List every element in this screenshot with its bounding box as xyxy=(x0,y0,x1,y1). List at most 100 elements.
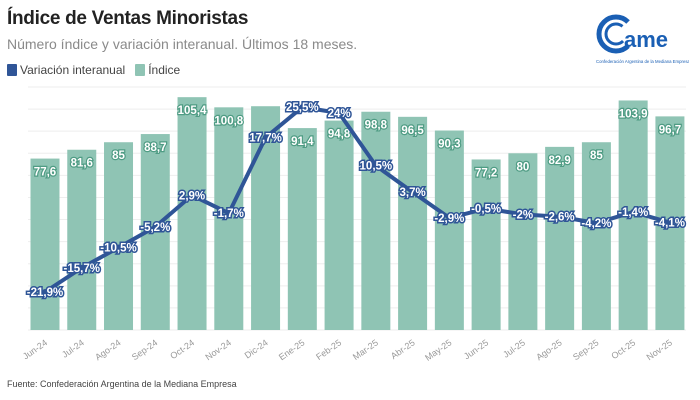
x-tick-label: Jun-24 xyxy=(21,337,49,361)
line-point xyxy=(519,211,526,218)
x-tick-label: Jul-25 xyxy=(501,337,527,359)
bar-oct-24 xyxy=(177,97,207,330)
bar-data-label: 81,6 xyxy=(71,158,93,170)
bar-data-label: 82,9 xyxy=(548,155,570,167)
bar-data-label: 91,4 xyxy=(291,136,314,148)
came-logo: ame Confederación Argentina de la Median… xyxy=(594,12,690,67)
line-data-label: -1,7% xyxy=(214,208,244,220)
bar-jul-25 xyxy=(508,153,538,330)
legend-label: Variación interanual xyxy=(20,63,126,77)
line-data-label: -0,5% xyxy=(471,204,501,216)
line-data-label: -4,2% xyxy=(581,218,611,230)
line-data-label: -21,9% xyxy=(27,287,63,299)
line-data-label: 3,7% xyxy=(399,187,425,199)
x-tick-label: Ago-24 xyxy=(93,337,123,362)
line-point xyxy=(593,219,600,226)
bar-data-label: 77,2 xyxy=(475,167,497,179)
line-data-label: 17,7% xyxy=(249,133,282,145)
legend-item-indice[interactable]: Índice xyxy=(135,63,180,77)
line-point xyxy=(409,189,416,196)
legend-item-variacion[interactable]: Variación interanual xyxy=(7,63,125,77)
line-data-label: 25,5% xyxy=(286,102,319,114)
bar-feb-25 xyxy=(324,120,354,330)
line-point xyxy=(336,110,343,116)
line-point xyxy=(299,104,306,111)
x-tick-label: Nov-24 xyxy=(203,337,233,362)
line-point xyxy=(372,162,379,169)
chart-title: Índice de Ventas Minoristas xyxy=(7,8,249,29)
line-point xyxy=(152,223,159,230)
bar-mar-25 xyxy=(361,111,391,330)
x-tick-label: Oct-25 xyxy=(609,337,637,361)
line-point xyxy=(225,210,232,217)
bar-dic-24 xyxy=(251,106,281,331)
bar-sep-25 xyxy=(581,142,611,330)
source-note: Fuente: Confederación Argentina de la Me… xyxy=(7,379,237,389)
legend-swatch-line xyxy=(7,64,17,76)
x-tick-label: Oct-24 xyxy=(168,337,196,361)
bar-data-label: 98,8 xyxy=(365,120,388,132)
legend-label: Índice xyxy=(148,63,181,77)
bar-data-label: 90,3 xyxy=(438,139,460,151)
line-data-label: -5,2% xyxy=(140,222,170,234)
bar-data-label: 88,7 xyxy=(144,142,166,154)
line-data-label: -15,7% xyxy=(64,263,100,275)
bar-data-label: 103,9 xyxy=(619,108,648,120)
line-point xyxy=(556,213,563,220)
line-data-label: -2,6% xyxy=(545,212,575,224)
line-point xyxy=(630,209,637,216)
line-data-label: -4,1% xyxy=(655,218,685,230)
bar-data-label: 80 xyxy=(516,161,529,173)
bar-nov-24 xyxy=(214,107,244,330)
bar-abr-25 xyxy=(398,116,428,330)
line-point xyxy=(78,264,85,271)
svg-text:Confederación Argentina de la: Confederación Argentina de la Mediana Em… xyxy=(596,59,689,64)
bar-jun-25 xyxy=(471,159,501,330)
line-point xyxy=(262,134,269,141)
bar-data-label: 96,5 xyxy=(401,125,424,137)
x-tick-label: Ene-25 xyxy=(277,337,307,362)
line-point xyxy=(483,205,490,212)
bar-data-label: 94,8 xyxy=(328,129,351,141)
x-tick-label: Feb-25 xyxy=(314,337,343,362)
x-tick-label: Abr-25 xyxy=(389,337,417,361)
line-point xyxy=(115,244,122,251)
bar-data-label: 77,6 xyxy=(34,167,56,179)
line-data-label: -1,4% xyxy=(618,207,648,219)
bar-data-label: 96,7 xyxy=(659,124,681,136)
x-tick-label: Sep-24 xyxy=(130,337,160,362)
bar-data-label: 85 xyxy=(590,150,603,162)
bar-data-label: 85 xyxy=(112,150,125,162)
bar-ene-25 xyxy=(287,128,317,330)
x-tick-label: May-25 xyxy=(423,337,453,362)
bar-may-25 xyxy=(434,130,464,330)
line-point xyxy=(189,192,196,199)
x-tick-label: Mar-25 xyxy=(351,337,380,362)
x-tick-label: Dic-24 xyxy=(243,337,270,360)
line-data-label: 10,5% xyxy=(360,161,393,173)
x-tick-label: Jul-24 xyxy=(60,337,86,359)
x-tick-label: Ago-25 xyxy=(534,337,564,362)
line-variacion-interanual xyxy=(43,105,671,294)
x-tick-label: Jun-25 xyxy=(462,337,490,361)
line-point xyxy=(666,219,673,226)
x-tick-label: Sep-25 xyxy=(571,337,601,362)
bar-data-label: 100,8 xyxy=(214,115,243,127)
line-data-label: -2% xyxy=(513,209,533,221)
bar-ago-25 xyxy=(545,146,575,330)
legend: Variación interanual Índice xyxy=(7,63,180,77)
line-point xyxy=(42,289,48,296)
legend-swatch-bar xyxy=(135,64,146,76)
svg-text:ame: ame xyxy=(624,27,668,52)
line-data-label: -10,5% xyxy=(100,243,136,255)
line-data-label: -2,9% xyxy=(434,213,464,225)
chart-subtitle: Número índice y variación interanual. Úl… xyxy=(7,36,358,52)
line-point xyxy=(446,214,453,221)
line-data-label: 24% xyxy=(328,108,351,120)
x-tick-label: Nov-25 xyxy=(645,337,675,362)
bar-ago-24 xyxy=(104,142,134,330)
bar-data-label: 105,4 xyxy=(178,105,207,117)
bar-jun-24 xyxy=(30,158,60,330)
bar-jul-24 xyxy=(67,149,97,330)
